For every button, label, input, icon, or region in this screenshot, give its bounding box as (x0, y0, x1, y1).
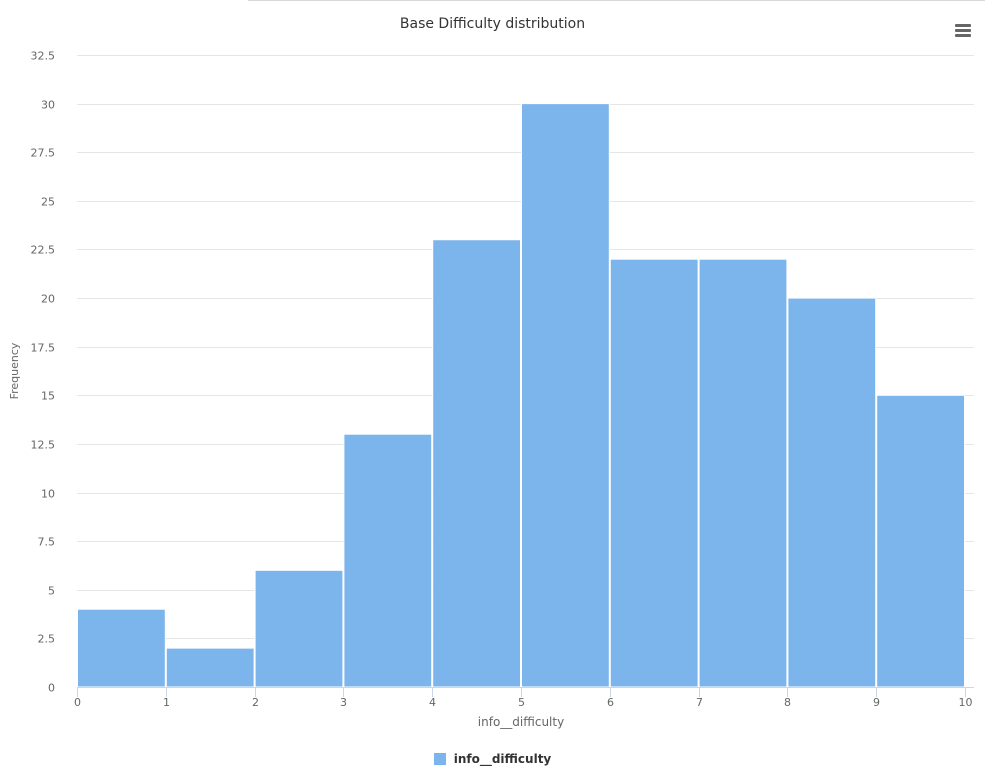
y-axis-ticks: 0 2.5 5 7.5 10 12.5 15 17.5 20 22.5 25 27.5 30 32.5 (31, 50, 56, 695)
y-tick-label: 27.5 (31, 147, 56, 160)
x-tick-label: 4 (429, 696, 436, 709)
histogram-bar[interactable] (165, 647, 255, 688)
histogram-bar[interactable] (698, 258, 788, 688)
histogram-bar[interactable] (876, 394, 966, 688)
y-tick-label: 7.5 (38, 536, 56, 549)
x-axis-label: info__difficulty (478, 715, 564, 729)
y-tick-label: 5 (48, 585, 55, 598)
histogram-bar[interactable] (787, 297, 877, 688)
x-tick-label: 8 (784, 696, 791, 709)
x-tick-label: 9 (873, 696, 880, 709)
histogram-bar[interactable] (343, 433, 433, 688)
hamburger-menu-icon[interactable] (953, 22, 973, 40)
y-tick-label: 10 (41, 488, 55, 501)
legend-label: info__difficulty (453, 752, 552, 766)
histogram-bar[interactable] (432, 239, 522, 688)
y-axis-label: Frequency (8, 342, 21, 399)
chart-title: Base Difficulty distribution (399, 16, 586, 32)
legend-item[interactable]: info__difficulty (433, 752, 552, 766)
bars (77, 103, 966, 688)
y-tick-label: 25 (41, 196, 55, 209)
x-tick-label: 2 (252, 696, 259, 709)
x-tick-label: 5 (518, 696, 525, 709)
histogram-bar[interactable] (521, 103, 610, 688)
histogram-bar[interactable] (254, 569, 344, 688)
y-tick-label: 15 (41, 390, 55, 403)
y-tick-label: 22.5 (31, 244, 56, 257)
x-tick-label: 7 (696, 696, 703, 709)
y-tick-label: 12.5 (31, 439, 56, 452)
histogram-bar[interactable] (77, 608, 166, 688)
legend-swatch (433, 753, 446, 765)
legend: info__difficulty (0, 750, 985, 769)
x-tick-label: 0 (74, 696, 81, 709)
y-tick-label: 2.5 (38, 633, 56, 646)
y-tick-label: 30 (41, 99, 55, 112)
top-border (248, 0, 985, 1)
x-tick-label: 6 (607, 696, 614, 709)
histogram-bar[interactable] (609, 258, 699, 688)
x-tick-label: 10 (959, 696, 973, 709)
y-tick-label: 32.5 (31, 50, 56, 63)
y-tick-label: 17.5 (31, 342, 56, 355)
x-axis: 0 1 2 3 4 5 6 7 8 9 10 (74, 687, 974, 709)
y-tick-label: 20 (41, 293, 55, 306)
y-tick-label: 0 (48, 682, 55, 695)
x-tick-label: 1 (163, 696, 170, 709)
x-tick-label: 3 (340, 696, 347, 709)
